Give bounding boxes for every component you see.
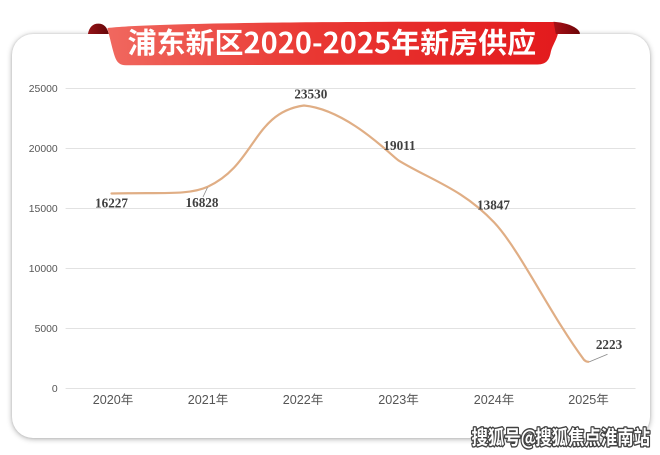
svg-text:2024: 2024 — [474, 393, 502, 407]
svg-text:25000: 25000 — [29, 84, 58, 95]
svg-text:2020: 2020 — [93, 393, 121, 407]
svg-text:0: 0 — [52, 384, 58, 395]
svg-text:13847: 13847 — [477, 197, 510, 212]
svg-text:2021: 2021 — [188, 393, 216, 407]
svg-text:10000: 10000 — [29, 264, 58, 275]
svg-text:16828: 16828 — [186, 195, 219, 210]
svg-text:2025: 2025 — [568, 393, 596, 407]
svg-text:2023: 2023 — [378, 393, 406, 407]
svg-text:2022: 2022 — [283, 393, 311, 407]
svg-text:20000: 20000 — [29, 144, 58, 155]
svg-text:2223: 2223 — [596, 337, 623, 352]
svg-text:23530: 23530 — [294, 86, 327, 101]
svg-text:15000: 15000 — [29, 204, 58, 215]
svg-text:16227: 16227 — [95, 196, 128, 211]
svg-text:5000: 5000 — [35, 324, 58, 335]
svg-text:19011: 19011 — [383, 138, 415, 153]
